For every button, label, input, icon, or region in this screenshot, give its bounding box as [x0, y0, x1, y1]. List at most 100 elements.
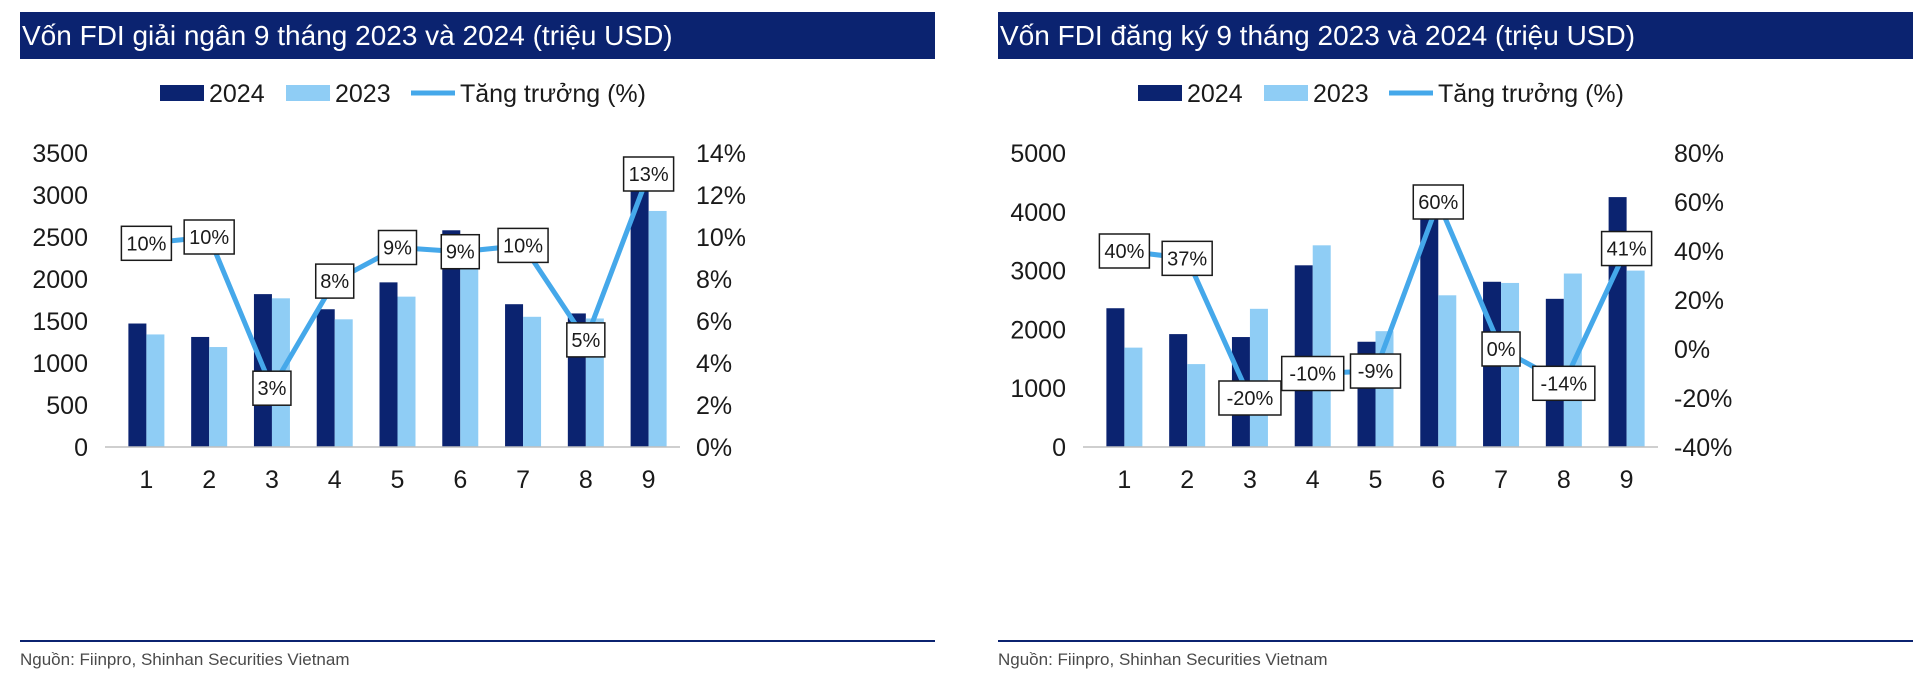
data-label-text: -9% — [1358, 361, 1394, 383]
y-tick-left: 5000 — [1010, 140, 1066, 168]
legend-swatch-2023 — [1264, 85, 1308, 101]
y-tick-left: 500 — [46, 392, 88, 420]
y-axis-left: 0 1000 2000 3000 4000 5000 — [1010, 140, 1066, 462]
chart-disbursed: 2024 2023 Tăng trưởng (%) 0 500 1000 1500 2000 2… — [32, 80, 746, 494]
x-tick: 7 — [516, 466, 530, 494]
y-tick-right: 12% — [696, 182, 746, 210]
data-label-box — [1161, 240, 1213, 277]
data-label-text: -10% — [1289, 364, 1336, 386]
x-tick: 4 — [328, 466, 342, 494]
growth-data-label: 37% — [1161, 240, 1213, 277]
bar-2023 — [1187, 364, 1206, 447]
legend-label-2023: 2023 — [335, 80, 391, 108]
data-label-box — [566, 322, 606, 358]
bars — [1106, 197, 1645, 447]
data-label-box — [1600, 230, 1653, 267]
legend-label-growth: Tăng trưởng (%) — [1438, 80, 1624, 108]
bar-2024 — [1169, 334, 1188, 447]
growth-data-label: -14% — [1532, 365, 1596, 402]
growth-data-label: 9% — [440, 233, 481, 270]
growth-data-label: 9% — [377, 229, 418, 266]
y-tick-left: 4000 — [1010, 199, 1066, 227]
y-tick-left: 3000 — [1010, 258, 1066, 286]
data-label-text: 41% — [1607, 239, 1647, 261]
y-tick-left: 2000 — [1010, 316, 1066, 344]
data-label-text: 13% — [629, 164, 669, 186]
legend-swatch-2024 — [160, 85, 204, 101]
bar-2023 — [334, 319, 353, 447]
y-tick-right: 0% — [1674, 336, 1710, 364]
x-tick: 3 — [265, 466, 279, 494]
y-tick-left: 3500 — [32, 140, 88, 168]
y-tick-left: 0 — [1052, 434, 1066, 462]
chart-title-bar: Vốn FDI đăng ký 9 tháng 2023 và 2024 (tr… — [998, 12, 1913, 59]
data-label-text: 60% — [1418, 192, 1458, 214]
legend-label-2023: 2023 — [1313, 80, 1369, 108]
data-label-text: 0% — [1487, 339, 1516, 361]
chart-panel-registered: Vốn FDI đăng ký 9 tháng 2023 và 2024 (tr… — [998, 0, 1913, 688]
data-label-text: 8% — [320, 271, 349, 293]
x-tick: 4 — [1306, 466, 1320, 494]
y-axis-right: -40% -20% 0% 20% 40% 60% 80% — [1674, 140, 1732, 462]
y-tick-left: 1000 — [32, 350, 88, 378]
y-tick-left: 2000 — [32, 266, 88, 294]
bar-2023 — [648, 210, 667, 447]
data-label-text: 10% — [189, 227, 229, 249]
y-tick-right: 80% — [1674, 140, 1724, 168]
bar-2024 — [191, 336, 210, 447]
source-note: Nguồn: Fiinpro, Shinhan Securities Vietn… — [998, 650, 1328, 669]
data-label-box — [1098, 233, 1151, 269]
x-axis: 1 2 3 4 5 6 7 8 9 — [139, 466, 655, 494]
chart-title: Vốn FDI giải ngân 9 tháng 2023 và 2024 (… — [22, 20, 673, 51]
x-tick: 7 — [1494, 466, 1508, 494]
chart-registered: 2024 2023 Tăng trưởng (%) 0 1000 2000 3000 4000… — [1010, 80, 1732, 494]
bar-2023 — [523, 316, 542, 447]
x-tick: 1 — [1117, 466, 1131, 494]
data-label-box — [1218, 380, 1282, 416]
data-label-text: 40% — [1104, 241, 1144, 263]
data-label-text: 9% — [446, 242, 475, 264]
growth-labels: 10% 10% 3% 8% 9% 9% 10% 5% 13% — [120, 156, 675, 406]
y-tick-left: 0 — [74, 434, 88, 462]
x-tick: 5 — [1369, 466, 1383, 494]
bar-2024 — [1420, 202, 1439, 447]
data-label-box — [1481, 331, 1521, 367]
chart-title-bar: Vốn FDI giải ngân 9 tháng 2023 và 2024 (… — [20, 12, 935, 59]
growth-data-label: 0% — [1481, 331, 1521, 367]
growth-labels: 40% 37% -20% -10% -9% 60% 0% -14% 41% — [1098, 184, 1653, 416]
growth-data-label: 10% — [120, 225, 173, 262]
legend-label-2024: 2024 — [209, 80, 265, 108]
x-tick: 5 — [391, 466, 405, 494]
y-tick-left: 1500 — [32, 308, 88, 336]
growth-data-label: 10% — [183, 219, 235, 255]
data-label-box — [440, 233, 481, 270]
growth-data-label: 60% — [1412, 184, 1465, 220]
x-tick: 3 — [1243, 466, 1257, 494]
source-note: Nguồn: Fiinpro, Shinhan Securities Vietn… — [20, 650, 350, 669]
y-tick-right: 10% — [696, 224, 746, 252]
bar-2023 — [397, 296, 416, 447]
bar-2023 — [1626, 270, 1645, 447]
y-axis-right: 0% 2% 4% 6% 8% 10% 12% 14% — [696, 140, 746, 462]
legend-label-2024: 2024 — [1187, 80, 1243, 108]
growth-data-label: 3% — [252, 370, 292, 406]
y-tick-right: -40% — [1674, 434, 1732, 462]
growth-data-label: 8% — [314, 263, 355, 299]
bar-2024 — [316, 309, 335, 447]
x-tick: 1 — [139, 466, 153, 494]
divider — [20, 640, 935, 642]
x-axis: 1 2 3 4 5 6 7 8 9 — [1117, 466, 1633, 494]
data-label-box — [1412, 184, 1465, 220]
bar-2024 — [442, 230, 461, 447]
data-label-text: 5% — [571, 330, 600, 352]
growth-data-label: 5% — [566, 322, 606, 358]
bar-2023 — [1124, 347, 1143, 447]
y-tick-right: 40% — [1674, 238, 1724, 266]
y-tick-right: 14% — [696, 140, 746, 168]
x-tick: 9 — [642, 466, 656, 494]
growth-data-label: -20% — [1218, 380, 1282, 416]
data-label-text: -14% — [1540, 373, 1587, 395]
bar-2024 — [379, 282, 398, 447]
data-label-box — [1349, 353, 1402, 389]
y-tick-left: 2500 — [32, 224, 88, 252]
